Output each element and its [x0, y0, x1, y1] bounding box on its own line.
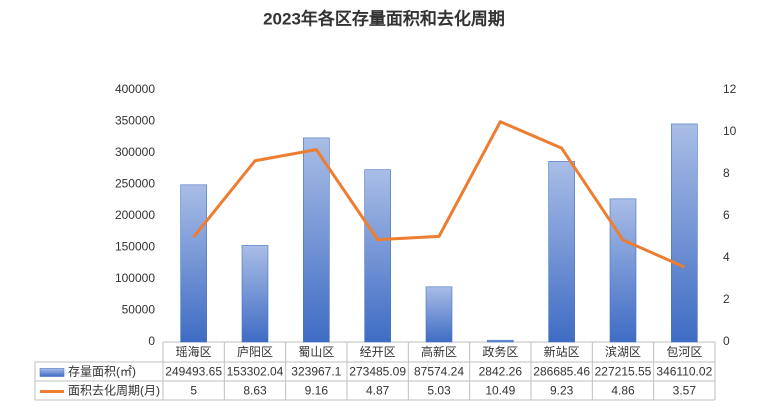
table-value: 5 [190, 384, 197, 398]
table-value: 273485.09 [349, 365, 406, 379]
y-tick-label: 100000 [115, 271, 155, 285]
bar [425, 286, 453, 343]
y-tick-label: 0 [148, 334, 155, 348]
bar [364, 169, 391, 343]
legend-label: 存量面积(㎡) [68, 365, 136, 379]
x-tick-label: 新站区 [544, 344, 580, 359]
y-tick-label: 50000 [122, 303, 156, 317]
table-value: 3.57 [673, 384, 697, 398]
bar [609, 198, 637, 343]
table-value: 9.23 [550, 384, 574, 398]
table-value: 9.16 [305, 384, 329, 398]
x-tick-label: 瑶海区 [176, 344, 212, 359]
y2-tick-label: 8 [723, 166, 730, 180]
x-tick-label: 经开区 [360, 345, 396, 359]
table-value: 10.49 [485, 384, 515, 398]
x-tick-label: 政务区 [482, 344, 518, 359]
x-tick-label: 蜀山区 [298, 345, 334, 359]
y2-tick-label: 12 [723, 82, 737, 96]
y-tick-label: 400000 [115, 82, 155, 96]
table-value: 4.87 [366, 384, 390, 398]
y-tick-label: 300000 [115, 145, 155, 159]
bar [180, 184, 207, 343]
table-value: 8.63 [243, 384, 267, 398]
table-value: 87574.24 [414, 365, 464, 379]
y-tick-label: 200000 [115, 208, 155, 222]
table-value: 286685.46 [533, 365, 590, 379]
y2-tick-label: 2 [723, 292, 730, 306]
y2-tick-label: 4 [723, 250, 730, 264]
x-tick-label: 滨湖区 [605, 344, 641, 359]
y2-tick-label: 6 [723, 208, 730, 222]
x-tick-label: 包河区 [666, 345, 702, 359]
bar [487, 339, 514, 343]
y-tick-label: 150000 [115, 240, 155, 254]
table-value: 227215.55 [595, 365, 652, 379]
y2-tick-label: 10 [723, 124, 737, 138]
table-value: 323967.1 [291, 365, 341, 379]
legend-label: 面积去化周期(月) [68, 384, 160, 398]
table-value: 2842.26 [479, 365, 523, 379]
y-tick-label: 250000 [115, 177, 155, 191]
table-value: 4.86 [611, 384, 635, 398]
bar [548, 161, 575, 343]
table-value: 249493.65 [165, 365, 222, 379]
x-tick-label: 庐阳区 [237, 344, 273, 359]
y2-tick-label: 0 [723, 334, 730, 348]
table-value: 153302.04 [227, 365, 284, 379]
bar [241, 245, 269, 343]
legend-icon [39, 368, 65, 377]
y-tick-label: 350000 [115, 114, 155, 128]
bar [671, 123, 698, 343]
bar [303, 137, 330, 343]
chart-title: 2023年各区存量面积和去化周期 [263, 8, 505, 28]
x-tick-label: 高新区 [421, 344, 457, 359]
table-value: 346110.02 [656, 365, 712, 379]
table-value: 5.03 [427, 384, 451, 398]
line [192, 120, 685, 269]
